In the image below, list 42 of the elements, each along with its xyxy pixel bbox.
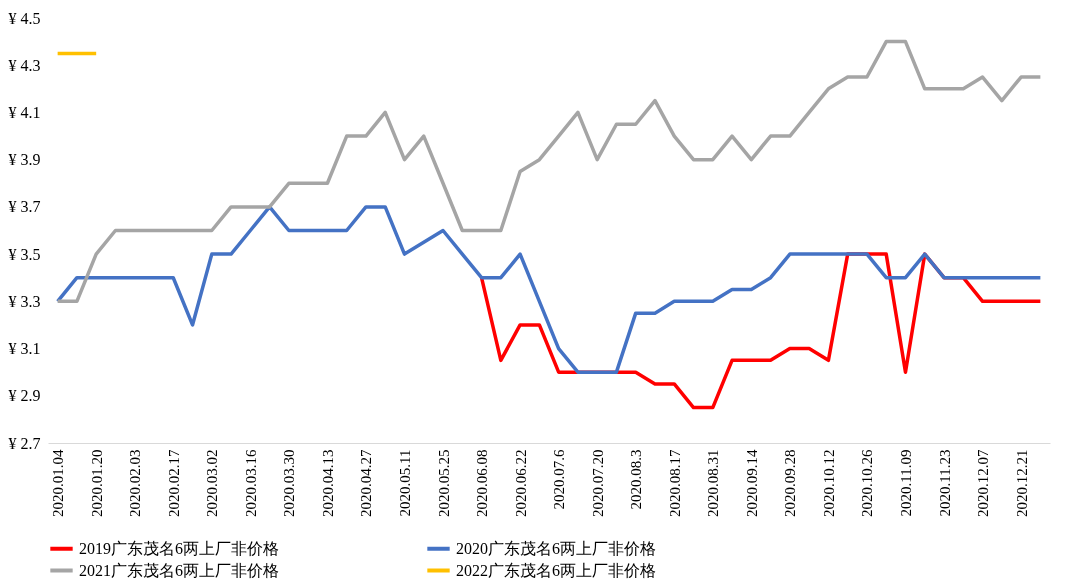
x-tick-label: 2020.03.02	[204, 449, 221, 517]
x-tick-label: 2020.10.26	[859, 449, 876, 517]
legend-label: 2022广东茂名6两上厂非价格	[456, 561, 656, 579]
x-tick-label: 2020.06.08	[474, 449, 491, 517]
y-tick-label: ¥ 3.9	[8, 151, 41, 169]
x-tick-label: 2020.09.14	[743, 449, 760, 517]
x-tick-label: 2020.08.3	[628, 449, 645, 510]
x-tick-label: 2020.08.31	[705, 449, 722, 517]
x-tick-label: 2020.04.13	[319, 449, 336, 517]
y-tick-label: ¥ 3.1	[8, 340, 41, 358]
x-tick-label: 2020.07.20	[589, 449, 606, 517]
y-tick-label: ¥ 4.1	[8, 103, 41, 121]
x-tick-label: 2020.03.30	[281, 449, 298, 517]
y-tick-label: ¥ 3.5	[8, 245, 41, 263]
x-tick-label: 2020.05.25	[435, 449, 452, 517]
x-tick-label: 2020.01.04	[50, 449, 67, 517]
x-tick-label: 2020.10.12	[820, 449, 837, 517]
x-tick-label: 2020.02.03	[127, 449, 144, 517]
y-tick-label: ¥ 2.7	[8, 434, 41, 452]
x-tick-label: 2020.06.22	[512, 449, 529, 517]
x-tick-label: 2020.05.11	[396, 449, 413, 517]
y-tick-label: ¥ 4.3	[8, 56, 41, 74]
y-tick-label: ¥ 3.3	[8, 292, 41, 310]
x-tick-label: 2020.12.07	[975, 449, 992, 517]
line-series	[55, 205, 1043, 374]
y-tick-label: ¥ 2.9	[8, 387, 41, 405]
line-series	[55, 39, 1043, 304]
y-tick-label: ¥ 4.5	[8, 9, 41, 27]
x-tick-label: 2020.12.21	[1013, 449, 1030, 517]
x-tick-label: 2020.02.17	[165, 449, 182, 517]
x-tick-label: 2020.11.09	[897, 449, 914, 517]
legend-label: 2021广东茂名6两上厂非价格	[79, 561, 279, 579]
x-tick-label: 2020.03.16	[242, 449, 259, 517]
x-tick-label: 2020.09.28	[782, 449, 799, 517]
x-tick-label: 2020.11.23	[936, 449, 953, 517]
legend-label: 2019广东茂名6两上厂非价格	[79, 539, 279, 557]
y-tick-label: ¥ 3.7	[8, 198, 41, 216]
legend-label: 2020广东茂名6两上厂非价格	[456, 539, 656, 557]
x-tick-label: 2020.01.20	[88, 449, 105, 517]
x-tick-label: 2020.08.17	[666, 449, 683, 517]
x-tick-label: 2020.07.6	[551, 449, 568, 510]
x-tick-label: 2020.04.27	[358, 449, 375, 517]
